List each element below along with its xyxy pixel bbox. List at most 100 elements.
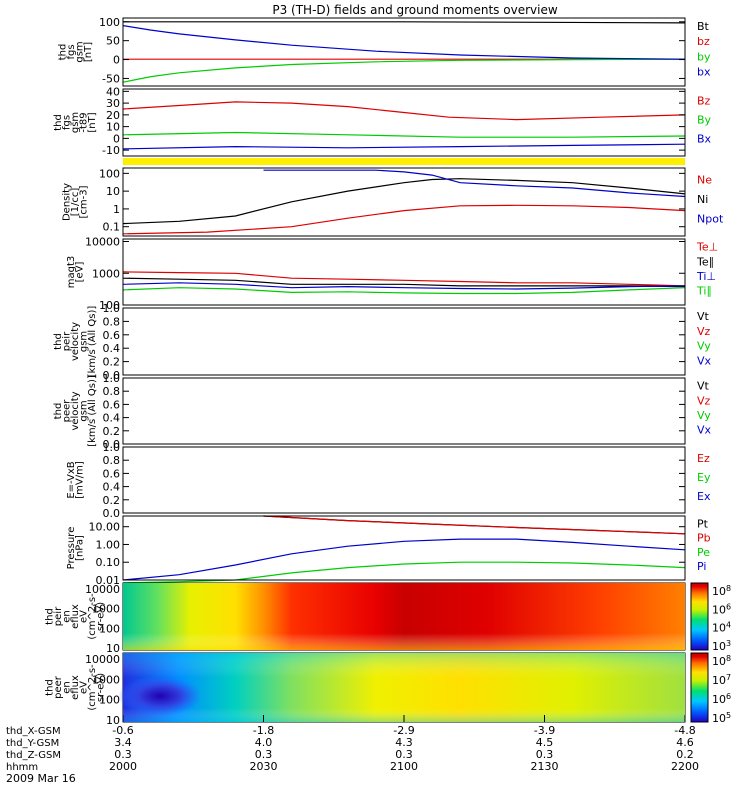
y-tick-label: 10000 (85, 653, 120, 666)
peir-spectrogram-fill (123, 583, 685, 650)
y-axis-label: Pressure (66, 527, 77, 570)
series-line-Npot (263, 169, 686, 198)
series-line-Bz (122, 101, 686, 121)
legend-Vt: Vt (697, 380, 710, 393)
colorbar-label: 108 (712, 584, 731, 598)
y-tick-label: 0.8 (103, 454, 121, 467)
y-axis-label: fgs (66, 44, 77, 59)
legend-Vx: Vx (697, 355, 712, 368)
panel-peir_velocity: 1.00.80.60.40.20.0thdpeirvelocitygsm[km/… (53, 302, 712, 382)
y-axis-label: [mV/m] (74, 461, 85, 499)
panel-frame (122, 446, 686, 514)
legend-bz: bz (697, 35, 710, 48)
colorbar-label: 106 (712, 692, 731, 706)
peer-colorbar (690, 652, 709, 723)
series-line-Ne (122, 204, 686, 235)
y-tick-label: 1.0 (103, 441, 121, 454)
y-tick-label: 0.8 (103, 385, 121, 398)
y-tick-label: 20 (106, 109, 120, 122)
y-tick-label: 10 (106, 121, 120, 134)
y-axis-label: sr-eV) (96, 602, 107, 631)
panel-frame (122, 307, 686, 376)
y-tick-label: 1.00 (96, 538, 121, 551)
panel-peer_velocity: 1.00.80.60.40.20.0thdpeervelocitygsm[km/… (53, 372, 712, 451)
panel-density: 100 10 1 0.1 Density[1/cc][cm-3] Ne Ni Npot (62, 167, 724, 237)
y-axis-label: -t89 (79, 112, 90, 132)
series-line-Bx (122, 143, 686, 150)
panel-frame (122, 515, 686, 581)
time-axis-row-label: thd_Y-GSM (6, 738, 59, 749)
y-axis-label: thd (57, 44, 68, 61)
y-axis-label: thd (45, 679, 56, 696)
time-axis-value: 0.3 (114, 748, 132, 761)
legend-Npot: Npot (697, 212, 724, 225)
y-axis-label: en (62, 681, 73, 694)
legend-Vt: Vt (697, 310, 710, 323)
y-axis-label: (cm^2-s- (87, 664, 98, 711)
legend-Bt: Bt (697, 20, 710, 33)
series-line-Te∥ (122, 277, 686, 288)
y-tick-label: -10 (102, 144, 120, 157)
y-axis-label: eV (79, 681, 90, 694)
time-axis-value: 0.3 (255, 748, 273, 761)
legend-Pe: Pe (697, 546, 710, 559)
y-axis-label: E=-VxB (66, 461, 77, 498)
time-axis-value: 4.5 (536, 736, 554, 749)
colorbar-label: 107 (712, 673, 731, 687)
y-axis-label: peir (53, 606, 64, 626)
legend-Vz: Vz (697, 394, 711, 407)
series-line-Bt (123, 21, 686, 24)
y-axis-label: fgs (62, 115, 73, 130)
time-axis-value: 0.3 (395, 748, 413, 761)
y-axis-label: velocity (70, 391, 81, 430)
time-axis-value: 0.3 (536, 748, 554, 761)
y-tick-label: 0 (113, 132, 120, 145)
y-tick-label: 100 (99, 299, 120, 312)
legend-Te⊥: Te⊥ (696, 241, 718, 254)
time-axis-value: -4.8 (674, 724, 695, 737)
colorbar-label: 103 (712, 639, 731, 653)
time-axis-value: 4.3 (395, 736, 413, 749)
y-axis-label: velocity (70, 322, 81, 361)
panel-frame (122, 88, 686, 157)
legend-Pi: Pi (697, 560, 706, 573)
series-line-Ti⊥ (122, 282, 686, 290)
y-axis-label: [km/s (All Qs)] (87, 306, 98, 378)
panel-frame (122, 377, 686, 445)
y-tick-label: 0.2 (103, 356, 121, 369)
y-axis-label: peir (62, 331, 73, 351)
y-axis-label: sr-eV) (96, 673, 107, 702)
y-axis-label: [eV] (74, 262, 85, 283)
panel-temperature: 10000 1000 100 magt3[eV] Te⊥Te∥ Ti⊥ Ti∥ (66, 236, 718, 312)
panel-frame (122, 17, 686, 87)
y-axis-label: gsm (79, 400, 90, 421)
y-axis-label: [nPa] (74, 535, 85, 561)
y-tick-label: 0.6 (103, 467, 121, 480)
peer-spectrogram-fill (118, 653, 685, 722)
legend-Ni: Ni (697, 193, 708, 206)
y-tick-label: 0.4 (103, 481, 121, 494)
y-tick-label: 10 (106, 642, 120, 655)
y-axis-label: [nT] (83, 42, 94, 62)
y-tick-label: 0.6 (103, 329, 121, 342)
y-tick-label: 10000 (85, 236, 120, 249)
y-tick-label: 0.2 (103, 425, 121, 438)
time-tick-label: 2200 (671, 760, 699, 773)
y-tick-label: 0.6 (103, 398, 121, 411)
legend-Vy: Vy (697, 340, 711, 353)
legend-By: By (697, 113, 712, 126)
legend-Ti⊥: Ti⊥ (696, 270, 716, 283)
figure-title: P3 (TH-D) fields and ground moments over… (272, 3, 557, 17)
y-axis-label: Density (62, 183, 73, 221)
y-tick-label: 0.8 (103, 315, 121, 328)
y-axis-label: [cm-3] (79, 185, 90, 218)
y-tick-label: 100 (99, 694, 120, 707)
y-tick-label: 50 (106, 35, 120, 48)
legend-Ex: Ex (697, 490, 711, 503)
quality-flag-bar (123, 158, 685, 165)
y-tick-label: 0.0 (103, 369, 121, 382)
time-axis-value: 3.4 (114, 736, 132, 749)
